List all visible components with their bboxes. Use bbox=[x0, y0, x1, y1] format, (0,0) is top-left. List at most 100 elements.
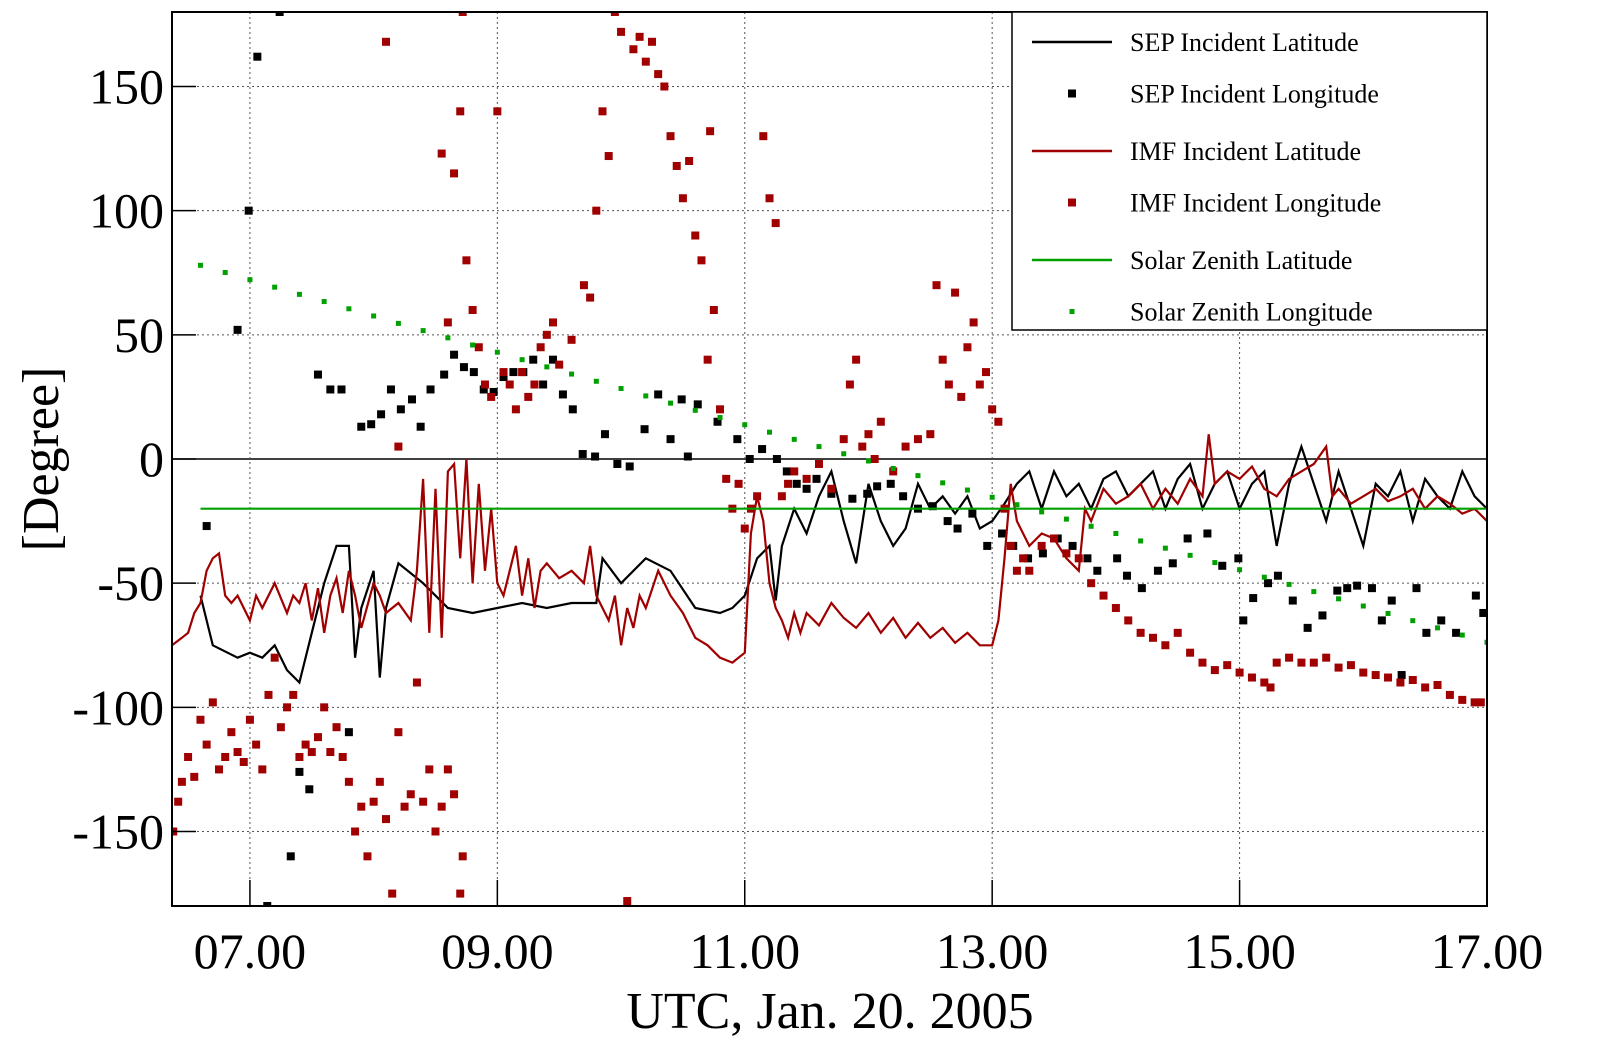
scatter-point bbox=[983, 541, 992, 550]
scatter-point bbox=[1162, 545, 1168, 551]
scatter-point bbox=[233, 748, 242, 757]
scatter-point bbox=[407, 395, 416, 404]
scatter-point bbox=[558, 390, 567, 399]
scatter-point bbox=[1088, 523, 1094, 529]
scatter-point bbox=[519, 357, 525, 363]
scatter-point bbox=[197, 262, 203, 268]
scatter-point bbox=[252, 740, 261, 749]
scatter-point bbox=[443, 318, 452, 327]
scatter-point bbox=[416, 422, 425, 431]
scatter-point bbox=[382, 37, 391, 46]
series-line bbox=[172, 434, 1487, 664]
legend-label: Solar Zenith Latitude bbox=[1130, 246, 1352, 275]
scatter-point bbox=[459, 363, 468, 372]
x-tick-label: 11.00 bbox=[689, 923, 800, 979]
scatter-point bbox=[643, 393, 649, 399]
scatter-point bbox=[1148, 633, 1157, 642]
scatter-point bbox=[1237, 567, 1243, 573]
scatter-point bbox=[263, 902, 272, 906]
scatter-point bbox=[876, 417, 885, 426]
scatter-point bbox=[468, 306, 477, 314]
scatter-point bbox=[1006, 541, 1015, 550]
scatter-point bbox=[975, 380, 984, 389]
scatter-point bbox=[394, 728, 403, 737]
scatter-point bbox=[827, 484, 836, 493]
scatter-point bbox=[406, 790, 415, 799]
scatter-point bbox=[994, 417, 1003, 426]
scatter-point bbox=[1458, 695, 1467, 704]
scatter-point bbox=[953, 524, 962, 533]
series bbox=[197, 262, 1487, 645]
scatter-point bbox=[693, 400, 702, 409]
x-tick-label: 07.00 bbox=[194, 923, 307, 979]
scatter-point bbox=[1371, 671, 1380, 680]
scatter-point bbox=[1285, 653, 1294, 662]
scatter-point bbox=[542, 330, 551, 339]
scatter-point bbox=[296, 291, 302, 297]
scatter-point bbox=[886, 479, 895, 488]
scatter-point bbox=[1288, 596, 1297, 605]
scatter-point bbox=[412, 678, 421, 687]
scatter-point bbox=[1161, 641, 1170, 650]
legend-label: Solar Zenith Longitude bbox=[1130, 298, 1373, 327]
scatter-point bbox=[1113, 531, 1119, 536]
scatter-point bbox=[307, 748, 316, 757]
x-tick-label: 13.00 bbox=[936, 923, 1049, 979]
scatter-point bbox=[1038, 549, 1047, 558]
scatter-point bbox=[1087, 579, 1096, 588]
scatter-point bbox=[283, 703, 292, 712]
scatter-point bbox=[529, 355, 538, 364]
scatter-point bbox=[641, 57, 650, 66]
scatter-point bbox=[839, 435, 848, 444]
scatter-point bbox=[420, 328, 426, 334]
scatter-point bbox=[493, 107, 502, 116]
scatter-point bbox=[1173, 628, 1182, 637]
scatter-point bbox=[852, 355, 861, 364]
scatter-point bbox=[499, 368, 508, 377]
scatter-point bbox=[722, 474, 731, 483]
scatter-point bbox=[276, 723, 285, 732]
scatter-point bbox=[1471, 591, 1480, 600]
scatter-point bbox=[239, 757, 248, 766]
scatter-point bbox=[666, 435, 675, 444]
scatter-point bbox=[716, 405, 725, 414]
x-tick-label: 09.00 bbox=[441, 923, 554, 979]
scatter-point bbox=[870, 455, 879, 463]
scatter-point bbox=[672, 161, 681, 170]
scatter-point bbox=[1346, 661, 1355, 670]
scatter-point bbox=[827, 489, 836, 498]
y-tick-label: -150 bbox=[72, 804, 164, 860]
scatter-point bbox=[969, 318, 978, 327]
scatter-point bbox=[1093, 566, 1102, 575]
scatter-point bbox=[1322, 653, 1331, 662]
scatter-point bbox=[326, 748, 335, 757]
scatter-point bbox=[363, 852, 372, 861]
scatter-point bbox=[745, 455, 754, 463]
scatter-point bbox=[244, 206, 253, 215]
scatter-point bbox=[505, 380, 514, 389]
scatter-point bbox=[1183, 534, 1192, 543]
scatter-point bbox=[1218, 561, 1227, 570]
scatter-point bbox=[395, 320, 401, 326]
scatter-point bbox=[202, 522, 211, 531]
scatter-point bbox=[338, 753, 347, 761]
scatter-point bbox=[208, 698, 217, 707]
scatter-point bbox=[579, 281, 588, 290]
scatter-point bbox=[957, 392, 966, 401]
scatter-point bbox=[177, 777, 186, 786]
scatter-point bbox=[221, 753, 230, 761]
scatter-point bbox=[618, 385, 624, 391]
scatter-point bbox=[691, 231, 700, 240]
scatter-point bbox=[758, 445, 767, 454]
scatter-point bbox=[717, 415, 723, 421]
scatter-point bbox=[951, 288, 960, 297]
y-tick-label: 150 bbox=[89, 59, 164, 115]
scatter-point bbox=[1470, 698, 1479, 707]
scatter-point bbox=[901, 442, 910, 451]
scatter-point bbox=[1198, 658, 1207, 667]
scatter-point bbox=[1062, 549, 1071, 558]
legend-swatch bbox=[1068, 89, 1076, 98]
scatter-point bbox=[890, 465, 896, 471]
scatter-point bbox=[202, 740, 211, 749]
scatter-point bbox=[625, 462, 634, 471]
